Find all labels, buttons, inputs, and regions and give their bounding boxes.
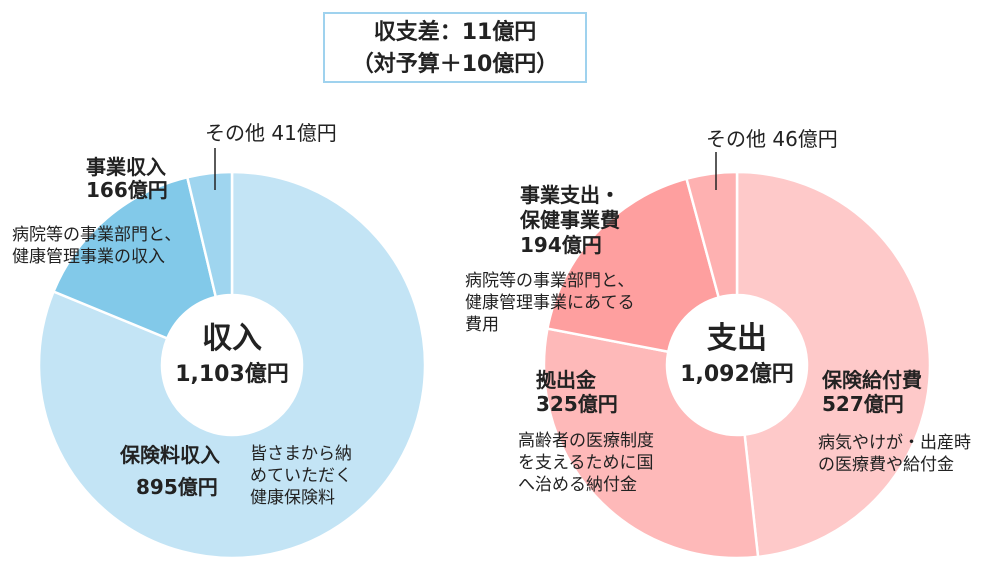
name-line: 事業支出・	[520, 183, 620, 207]
slice-value: 41億円	[271, 121, 337, 145]
balance-line1: 収支差：11億円	[373, 20, 537, 45]
desc-line: 健康管理事業の収入	[12, 247, 165, 267]
desc-line: の医療費や給付金	[818, 455, 954, 475]
desc-line: 高齢者の医療制度	[518, 431, 654, 451]
income-center-total: 1,103億円	[175, 362, 289, 387]
expense-slice3-label: その他 46億円	[706, 127, 838, 152]
expense-slice2-value: 194億円	[520, 233, 602, 257]
expense-center-total: 1,092億円	[680, 362, 794, 387]
name-line: 保健事業費	[520, 208, 620, 232]
expense-slice2-desc: 病院等の事業部門と、 健康管理事業にあてる 費用	[465, 270, 635, 336]
income-slice1-value: 166億円	[86, 178, 168, 202]
desc-line: へ治める納付金	[518, 475, 637, 495]
desc-line: 病院等の事業部門と、	[12, 225, 182, 245]
expense-slice1-value: 325億円	[536, 392, 618, 416]
desc-line: めていただく	[250, 466, 352, 486]
income-slice2-label: その他 41億円	[205, 121, 337, 146]
balance-line2: （対予算＋10億円）	[351, 52, 559, 77]
slice-value: 46億円	[772, 127, 838, 151]
expense-slice0-name: 保険給付費	[822, 368, 922, 392]
desc-line: 病気やけが・出産時	[818, 433, 971, 453]
income-slice0-name: 保険料収入	[120, 443, 220, 467]
expense-center-title: 支出	[707, 321, 767, 356]
balance-box: 収支差：11億円 （対予算＋10億円）	[323, 12, 587, 83]
desc-line: 皆さまから納	[250, 444, 352, 464]
expense-slice1-name: 拠出金	[536, 368, 596, 392]
income-slice0-desc: 皆さまから納 めていただく 健康保険料	[250, 443, 352, 509]
expense-donut-hole	[667, 295, 807, 435]
desc-line: 病院等の事業部門と、	[465, 271, 635, 291]
desc-line: を支えるために国	[518, 453, 654, 473]
desc-line: 健康保険料	[250, 488, 335, 508]
expense-slice2-name: 事業支出・ 保健事業費	[520, 183, 620, 233]
income-slice1-name: 事業収入	[86, 155, 166, 179]
income-slice0-value: 895億円	[136, 475, 218, 499]
expense-slice0-desc: 病気やけが・出産時 の医療費や給付金	[818, 432, 971, 476]
income-slice1-desc: 病院等の事業部門と、 健康管理事業の収入	[12, 224, 181, 268]
desc-line: 健康管理事業にあてる	[465, 293, 635, 313]
expense-slice0-value: 527億円	[822, 392, 904, 416]
desc-line: 費用	[465, 315, 499, 335]
income-donut-hole	[162, 295, 302, 435]
slice-name: その他	[205, 121, 265, 145]
expense-slice1-desc: 高齢者の医療制度 を支えるために国 へ治める納付金	[518, 430, 654, 496]
slice-name: その他	[706, 127, 766, 151]
income-center-title: 収入	[202, 321, 262, 356]
